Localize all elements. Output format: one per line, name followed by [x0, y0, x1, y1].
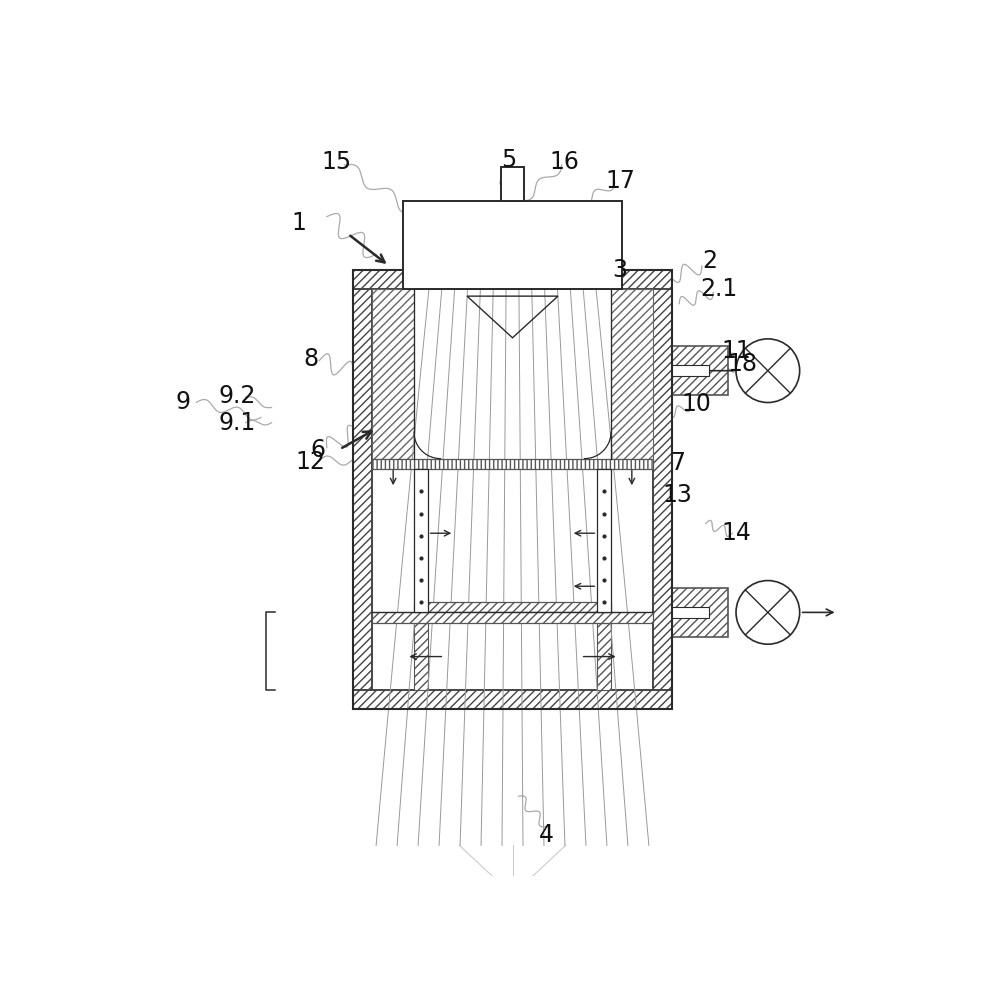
- Bar: [372, 288, 653, 690]
- Bar: [353, 270, 372, 709]
- Bar: [353, 270, 672, 709]
- Bar: [672, 365, 709, 376]
- Text: 9: 9: [175, 391, 190, 414]
- Bar: [353, 270, 672, 288]
- Bar: [372, 612, 653, 623]
- Text: 6: 6: [310, 438, 325, 461]
- Bar: [597, 623, 611, 690]
- Bar: [501, 167, 524, 202]
- Text: 13: 13: [663, 482, 693, 507]
- Bar: [414, 602, 611, 612]
- Text: 2.1: 2.1: [701, 277, 738, 301]
- Text: 1: 1: [291, 211, 306, 234]
- Bar: [403, 202, 622, 288]
- Text: 9.1: 9.1: [219, 411, 256, 436]
- Text: 16: 16: [549, 150, 579, 174]
- Text: 4: 4: [539, 823, 554, 847]
- Bar: [672, 587, 728, 637]
- Text: 7: 7: [670, 451, 685, 475]
- Bar: [653, 270, 672, 709]
- Text: 2: 2: [702, 249, 717, 273]
- Text: 5: 5: [501, 148, 516, 172]
- Text: 3: 3: [613, 258, 628, 281]
- Bar: [672, 607, 709, 618]
- Text: 11: 11: [721, 338, 751, 363]
- Text: 14: 14: [721, 522, 751, 545]
- Bar: [353, 690, 672, 709]
- Text: 15: 15: [322, 150, 352, 174]
- Text: 12: 12: [295, 450, 325, 474]
- Bar: [372, 459, 653, 469]
- Text: 17: 17: [605, 169, 635, 193]
- Bar: [414, 623, 428, 690]
- Bar: [611, 288, 653, 459]
- Text: 8: 8: [303, 347, 319, 371]
- Text: 9.2: 9.2: [219, 384, 256, 408]
- Bar: [414, 469, 428, 612]
- Text: 10: 10: [682, 393, 712, 416]
- Bar: [372, 288, 414, 459]
- Bar: [597, 469, 611, 612]
- Bar: [672, 346, 728, 396]
- Text: 18: 18: [727, 352, 757, 376]
